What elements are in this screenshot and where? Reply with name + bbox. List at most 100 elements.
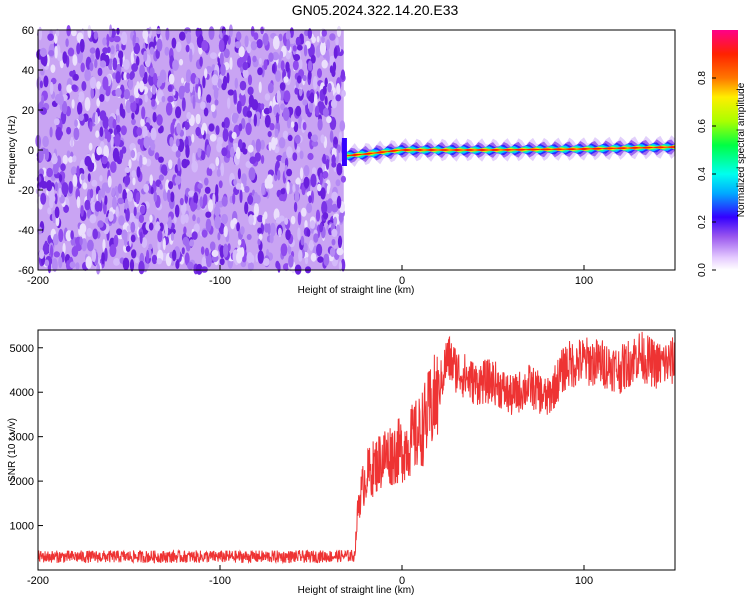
noise-speckle [316, 243, 323, 257]
noise-speckle [258, 233, 263, 241]
noise-speckle [253, 202, 259, 217]
noise-speckle [38, 26, 43, 41]
noise-speckle [200, 126, 205, 136]
noise-speckle [49, 197, 54, 209]
noise-speckle [285, 229, 291, 241]
noise-speckle [236, 31, 242, 41]
noise-speckle [282, 130, 289, 140]
noise-speckle [113, 134, 121, 147]
noise-speckle [260, 155, 265, 164]
noise-speckle [221, 82, 227, 91]
noise-speckle [300, 235, 305, 246]
noise-speckle [302, 75, 307, 82]
noise-speckle [205, 211, 212, 218]
noise-speckle [223, 34, 229, 42]
noise-speckle [172, 59, 179, 71]
noise-speckle [286, 181, 290, 195]
noise-speckle [325, 49, 330, 62]
noise-speckle [94, 111, 99, 126]
noise-speckle [272, 35, 280, 50]
noise-speckle [47, 33, 54, 41]
noise-speckle [58, 256, 63, 269]
noise-speckle [158, 156, 164, 163]
noise-speckle [54, 181, 59, 192]
noise-speckle [234, 41, 242, 49]
noise-speckle [335, 179, 341, 187]
noise-speckle [54, 193, 58, 205]
noise-speckle [141, 156, 148, 165]
noise-speckle [72, 155, 77, 163]
noise-speckle [209, 133, 217, 142]
noise-speckle [51, 155, 58, 165]
noise-speckle [319, 172, 323, 186]
noise-speckle [141, 237, 148, 249]
noise-speckle [185, 144, 190, 158]
noise-speckle [319, 222, 324, 233]
noise-speckle [113, 35, 121, 43]
noise-speckle [329, 247, 336, 257]
noise-speckle [244, 35, 249, 48]
spectrogram-y-tick-label: -40 [18, 225, 34, 237]
noise-speckle [277, 262, 281, 273]
noise-speckle [315, 45, 321, 58]
noise-speckle [146, 249, 150, 264]
noise-speckle [111, 187, 116, 197]
noise-speckle [143, 136, 150, 149]
noise-speckle [220, 162, 225, 177]
noise-speckle [298, 114, 302, 129]
noise-speckle [117, 197, 124, 205]
noise-speckle [331, 69, 336, 78]
noise-speckle [271, 63, 276, 74]
noise-speckle [205, 218, 212, 232]
noise-speckle [238, 123, 243, 132]
noise-speckle [235, 183, 242, 190]
noise-speckle [172, 89, 176, 96]
noise-speckle [156, 258, 163, 265]
noise-speckle [199, 196, 203, 208]
noise-speckle [52, 233, 59, 246]
noise-speckle [272, 51, 280, 61]
noise-speckle [280, 103, 286, 111]
noise-speckle [341, 89, 346, 98]
noise-speckle [313, 233, 319, 243]
noise-speckle [252, 55, 257, 63]
noise-speckle [144, 71, 148, 83]
colorbar-label: Normalized spectral amplitude [736, 82, 747, 217]
noise-speckle [263, 59, 268, 71]
noise-speckle [151, 98, 156, 107]
colorbar-ticks: 0.0 0.2 0.4 0.6 0.8 [697, 71, 716, 277]
noise-speckle [292, 152, 298, 162]
noise-speckle [220, 63, 226, 76]
noise-speckle [135, 96, 140, 104]
noise-speckle [143, 50, 148, 62]
noise-speckle [275, 70, 282, 82]
noise-speckle [223, 225, 228, 238]
noise-speckle [275, 160, 280, 169]
noise-speckle [89, 61, 94, 72]
noise-speckle [73, 127, 80, 141]
noise-speckle [322, 153, 327, 164]
noise-speckle [152, 111, 157, 123]
noise-speckle [165, 102, 173, 116]
noise-speckle [286, 168, 293, 177]
noise-speckle [251, 99, 259, 111]
noise-speckle [193, 192, 199, 205]
noise-speckle [53, 161, 59, 175]
noise-speckle [289, 107, 294, 115]
noise-speckle [57, 83, 62, 92]
noise-speckle [93, 31, 99, 40]
noise-speckle [217, 232, 221, 241]
noise-speckle [54, 206, 60, 219]
noise-speckle [139, 64, 146, 78]
noise-speckle [310, 252, 317, 262]
noise-speckle [66, 84, 73, 93]
noise-speckle [314, 93, 318, 106]
noise-speckle [330, 99, 338, 109]
noise-speckle [326, 116, 332, 124]
noise-speckle [180, 214, 186, 225]
noise-speckle [317, 183, 322, 192]
noise-speckle [89, 47, 96, 54]
noise-speckle [293, 201, 298, 213]
noise-speckle [261, 65, 265, 78]
noise-speckle [189, 48, 193, 63]
